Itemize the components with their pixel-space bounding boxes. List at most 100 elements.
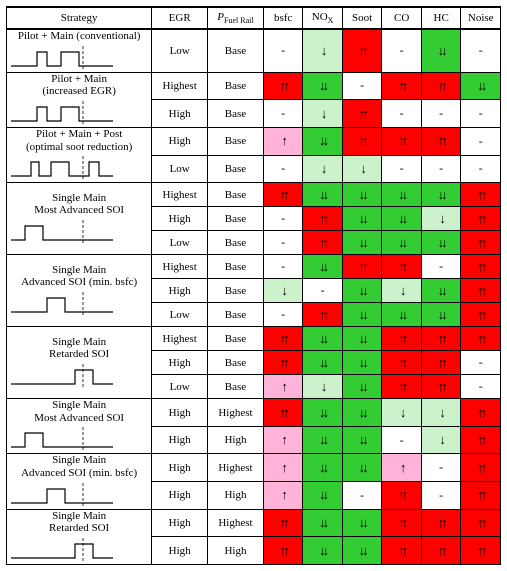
- egr-cell: High: [152, 482, 208, 510]
- arrow-icon: ↓↓: [319, 187, 326, 202]
- egr-cell: High: [152, 351, 208, 375]
- dash-icon: -: [281, 235, 285, 249]
- metric-cell: ↑↑: [461, 303, 501, 327]
- metric-cell: ↑↑: [461, 279, 501, 303]
- metric-cell: ↑↑: [461, 231, 501, 255]
- metric-cell: ↑↑: [263, 327, 303, 351]
- metric-cell: ↓↓: [303, 509, 343, 537]
- strategy-label: Single MainAdvanced SOI (min. bsfc): [21, 264, 137, 289]
- prail-cell: Base: [208, 127, 264, 155]
- col-header: Strategy: [7, 7, 152, 29]
- dash-icon: -: [439, 106, 443, 120]
- metric-cell: ↑↑: [461, 454, 501, 482]
- arrow-icon: ↓↓: [359, 405, 366, 420]
- col-header: NOX: [303, 7, 343, 29]
- egr-cell: High: [152, 100, 208, 128]
- arrow-icon: ↑↑: [477, 211, 484, 226]
- pulse-diagram: [7, 362, 117, 390]
- egr-cell: Low: [152, 231, 208, 255]
- col-header: EGR: [152, 7, 208, 29]
- metric-cell: ↓↓: [421, 303, 461, 327]
- strategy-cell: Pilot + Main + Post(optimal soot reducti…: [7, 127, 152, 182]
- arrow-icon: ↓↓: [398, 211, 405, 226]
- prail-cell: Base: [208, 375, 264, 399]
- arrow-icon: ↑↑: [398, 78, 405, 93]
- egr-cell: High: [152, 454, 208, 482]
- strategy-label: Pilot + Main(increased EGR): [42, 73, 116, 98]
- arrow-icon: ↑↑: [398, 355, 405, 370]
- pulse-diagram: [7, 44, 117, 72]
- prail-cell: Base: [208, 351, 264, 375]
- metric-cell: ↓↓: [303, 127, 343, 155]
- arrow-icon: ↓↓: [359, 211, 366, 226]
- arrow-icon: ↓↓: [319, 331, 326, 346]
- metric-cell: ↓↓: [303, 255, 343, 279]
- metric-cell: -: [382, 426, 422, 454]
- arrow-icon: ↓↓: [438, 307, 445, 322]
- metric-cell: ↑: [263, 454, 303, 482]
- arrow-icon: ↓↓: [438, 235, 445, 250]
- egr-cell: Highest: [152, 183, 208, 207]
- prail-cell: Base: [208, 29, 264, 72]
- dash-icon: -: [439, 259, 443, 273]
- arrow-icon: ↑: [281, 432, 285, 447]
- table-row: Single MainAdvanced SOI (min. bsfc)HighH…: [7, 454, 501, 482]
- metric-cell: ↓: [382, 279, 422, 303]
- metric-cell: ↑↑: [303, 231, 343, 255]
- metric-cell: ↑↑: [342, 127, 382, 155]
- metric-cell: ↑↑: [342, 255, 382, 279]
- metric-cell: ↑↑: [461, 426, 501, 454]
- prail-cell: High: [208, 537, 264, 565]
- arrow-icon: ↑: [281, 379, 285, 394]
- metric-cell: ↓↓: [342, 351, 382, 375]
- pulse-diagram: [7, 425, 117, 453]
- prail-cell: Base: [208, 279, 264, 303]
- arrow-icon: ↑↑: [477, 543, 484, 558]
- dash-icon: -: [400, 43, 404, 57]
- metric-cell: -: [382, 29, 422, 72]
- strategy-cell: Single MainRetarded SOI: [7, 509, 152, 564]
- strategy-label: Single MainMost Advanced SOI: [34, 192, 124, 217]
- metric-cell: ↓↓: [421, 279, 461, 303]
- metric-cell: ↑: [263, 127, 303, 155]
- metric-cell: ↓↓: [342, 279, 382, 303]
- strategy-label: Single MainRetarded SOI: [49, 510, 109, 535]
- arrow-icon: ↓: [439, 432, 443, 447]
- metric-cell: ↓↓: [342, 537, 382, 565]
- prail-cell: Base: [208, 303, 264, 327]
- metric-cell: ↑: [382, 454, 422, 482]
- strategy-label: Single MainMost Advanced SOI: [34, 399, 124, 424]
- pulse-diagram: [7, 290, 117, 318]
- table-row: Pilot + Main(increased EGR)HighestBase↑↑…: [7, 72, 501, 100]
- prail-cell: Base: [208, 183, 264, 207]
- arrow-icon: ↑↑: [477, 460, 484, 475]
- prail-cell: Base: [208, 155, 264, 183]
- dash-icon: -: [439, 488, 443, 502]
- arrow-icon: ↑↑: [280, 355, 287, 370]
- metric-cell: -: [263, 100, 303, 128]
- metric-cell: -: [421, 482, 461, 510]
- arrow-icon: ↓↓: [319, 460, 326, 475]
- metric-cell: ↓↓: [342, 231, 382, 255]
- metric-cell: ↑↑: [263, 399, 303, 427]
- metric-cell: ↓↓: [461, 72, 501, 100]
- arrow-icon: ↑↑: [359, 133, 366, 148]
- metric-cell: ↓↓: [303, 426, 343, 454]
- arrow-icon: ↑↑: [477, 235, 484, 250]
- metric-cell: ↓↓: [342, 454, 382, 482]
- metric-cell: ↓↓: [303, 183, 343, 207]
- metric-cell: -: [421, 454, 461, 482]
- arrow-icon: ↓↓: [398, 307, 405, 322]
- arrow-icon: ↓↓: [319, 259, 326, 274]
- arrow-icon: ↓↓: [319, 487, 326, 502]
- metric-cell: ↓↓: [303, 351, 343, 375]
- dash-icon: -: [360, 488, 364, 502]
- metric-cell: ↑↑: [382, 72, 422, 100]
- metric-cell: ↑↑: [421, 351, 461, 375]
- metric-cell: -: [461, 29, 501, 72]
- metric-cell: -: [461, 351, 501, 375]
- arrow-icon: ↓↓: [438, 187, 445, 202]
- metric-cell: ↑: [263, 482, 303, 510]
- metric-cell: ↓↓: [421, 29, 461, 72]
- metric-cell: ↑↑: [342, 29, 382, 72]
